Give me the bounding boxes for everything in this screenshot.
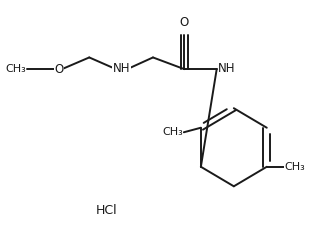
Text: HCl: HCl xyxy=(96,204,117,217)
Text: NH: NH xyxy=(113,62,130,75)
Text: NH: NH xyxy=(218,62,236,75)
Text: CH₃: CH₃ xyxy=(162,127,183,137)
Text: CH₃: CH₃ xyxy=(285,162,305,172)
Text: O: O xyxy=(54,63,64,76)
Text: CH₃: CH₃ xyxy=(5,64,26,74)
Text: O: O xyxy=(180,16,189,29)
